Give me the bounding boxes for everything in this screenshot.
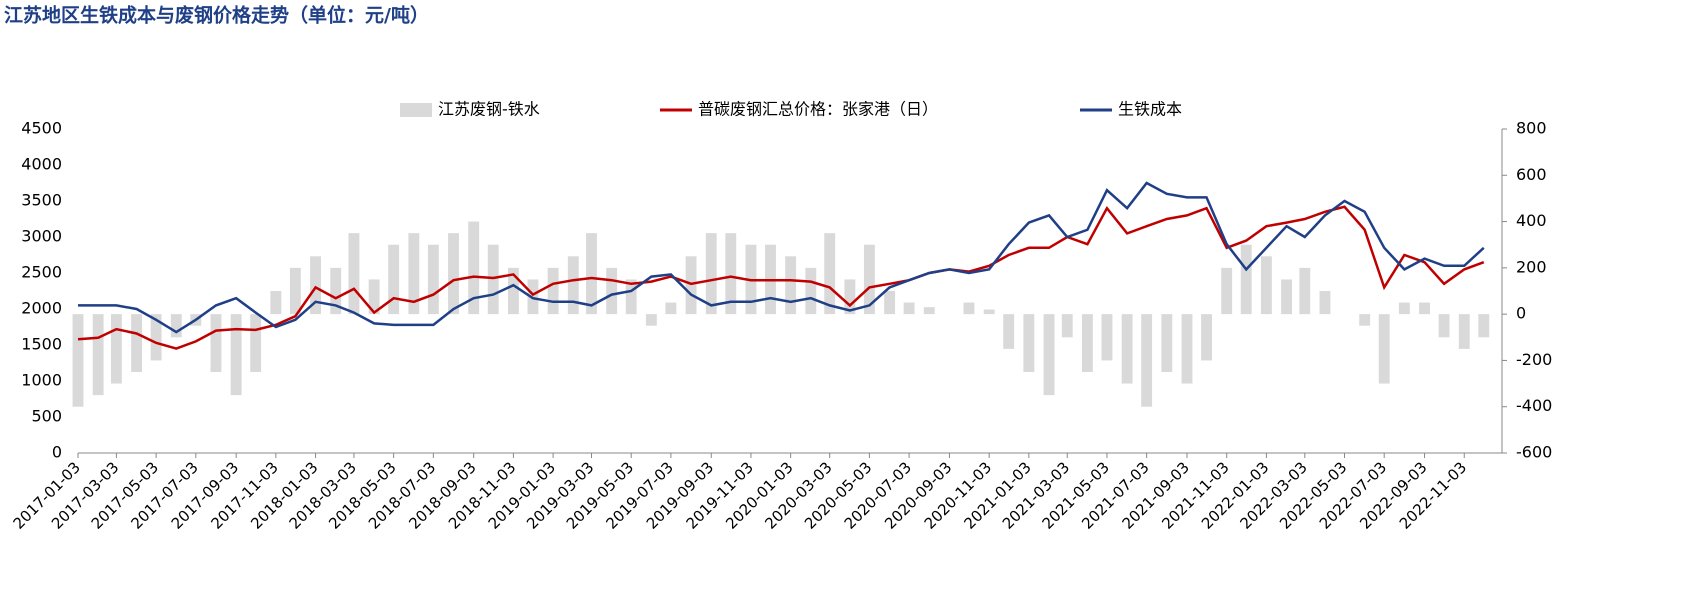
y-tick-label: 1500 [21, 335, 62, 354]
bar [150, 314, 162, 361]
bar [1478, 314, 1490, 338]
bar [1121, 314, 1133, 384]
y2-tick-label: 0 [1516, 304, 1526, 323]
bar [824, 233, 836, 315]
bar [1240, 244, 1252, 315]
bar [250, 314, 262, 372]
bar [1359, 314, 1371, 326]
bar [270, 291, 282, 315]
y-tick-label: 0 [52, 443, 62, 462]
bar [645, 314, 657, 326]
bar [310, 256, 321, 315]
bar [1221, 267, 1233, 315]
legend-label: 普碳废钢汇总价格：张家港（日） [698, 100, 938, 119]
bar [210, 314, 222, 372]
bar [1201, 314, 1212, 361]
bar [1081, 314, 1093, 372]
bar [230, 314, 242, 396]
bar [92, 314, 104, 396]
bar [1023, 314, 1035, 372]
bar [665, 302, 677, 315]
legend-swatch [400, 103, 432, 117]
bar [705, 233, 717, 315]
bar [805, 267, 817, 315]
line [78, 181, 1485, 334]
y2-tick-label: -400 [1516, 396, 1552, 415]
legend-label: 生铁成本 [1118, 100, 1182, 119]
bar [785, 256, 797, 315]
chart-title: 江苏地区生铁成本与废钢价格走势（单位：元/吨） [4, 4, 429, 27]
bar [487, 244, 499, 315]
y-tick-label: 4000 [21, 155, 62, 174]
bar [983, 309, 995, 315]
y-tick-label: 1000 [21, 371, 62, 390]
bar [131, 314, 143, 372]
y-tick-label: 2000 [21, 299, 62, 318]
y2-tick-label: 600 [1516, 165, 1547, 184]
bar [289, 267, 301, 315]
bar [1419, 302, 1430, 315]
bar [606, 267, 618, 315]
bar [72, 314, 84, 407]
legend-label: 江苏废钢-铁水 [438, 100, 540, 119]
y-tick-label: 2500 [21, 263, 62, 282]
bar [923, 307, 935, 315]
y2-tick-label: 200 [1516, 257, 1547, 276]
bar [685, 256, 697, 315]
bar [963, 302, 975, 315]
bar [567, 256, 579, 315]
bar [903, 302, 915, 315]
bar [1299, 267, 1311, 315]
bar [1061, 314, 1073, 338]
bar [1281, 279, 1293, 315]
y2-tick-label: -600 [1516, 443, 1552, 462]
bar [1398, 302, 1410, 315]
bar [625, 279, 637, 315]
y2-tick-label: -200 [1516, 350, 1552, 369]
bar [884, 291, 896, 315]
y-tick-label: 3000 [21, 227, 62, 246]
y-tick-label: 3500 [21, 191, 62, 210]
bar [507, 267, 519, 315]
bar [1003, 314, 1015, 349]
bar [427, 244, 439, 315]
bar [1161, 314, 1173, 372]
bar [1458, 314, 1470, 349]
bar [468, 221, 480, 315]
bar [863, 244, 875, 315]
bar [844, 279, 856, 315]
bar [368, 279, 380, 315]
bar [448, 233, 459, 315]
line [77, 205, 1485, 350]
bar [586, 233, 597, 315]
bar [1319, 291, 1331, 315]
bar [170, 314, 182, 338]
bar [110, 314, 122, 384]
bar [348, 233, 360, 315]
bar [1101, 314, 1113, 361]
y-tick-label: 4500 [21, 119, 62, 138]
bar [725, 233, 737, 315]
bar [388, 244, 400, 315]
bar [1043, 314, 1055, 396]
bar [1438, 314, 1450, 338]
y2-tick-label: 400 [1516, 211, 1547, 230]
y2-tick-label: 800 [1516, 119, 1547, 138]
bar [1378, 314, 1390, 384]
y-tick-label: 500 [31, 407, 62, 426]
bar [1181, 314, 1193, 384]
bar [1260, 256, 1272, 315]
bar [547, 267, 559, 315]
bar [408, 233, 420, 315]
bar [1141, 314, 1153, 407]
bar [330, 267, 342, 315]
